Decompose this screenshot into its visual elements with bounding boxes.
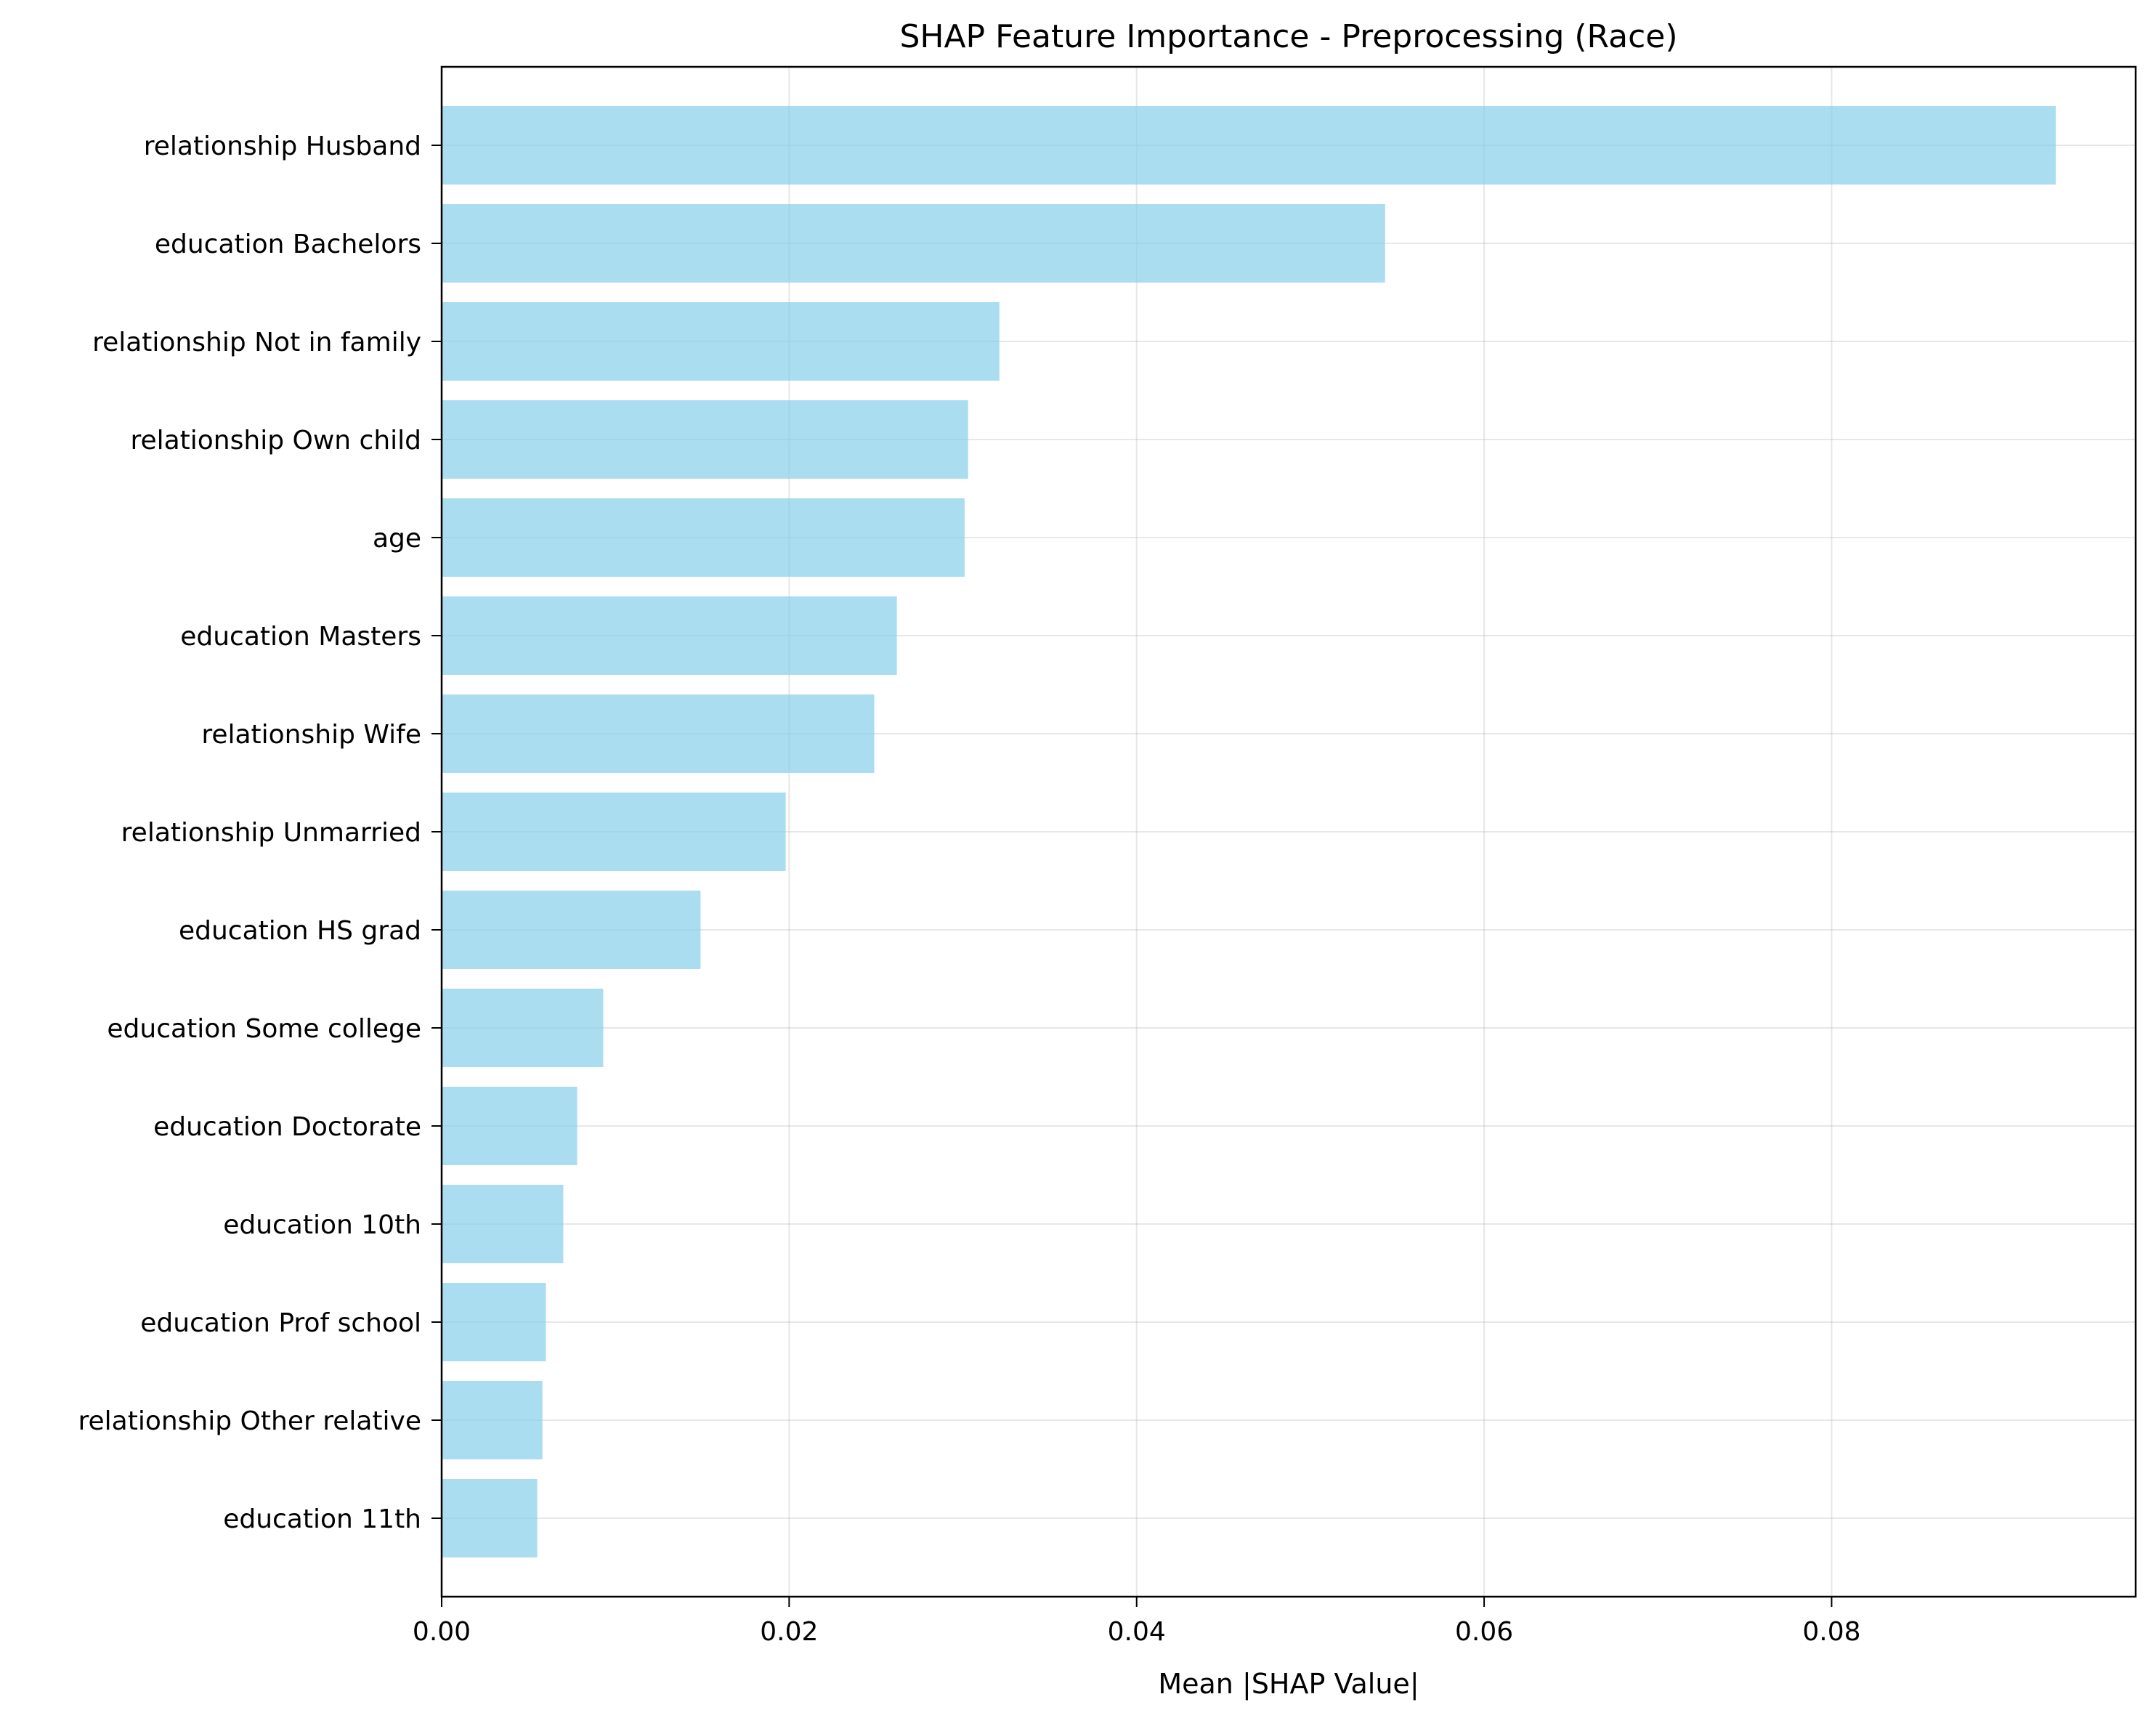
bar	[442, 498, 965, 577]
y-axis-ticks: relationship Husband education Bachelors r…	[78, 131, 442, 1534]
chart-title: SHAP Feature Importance - Preprocessing …	[899, 18, 1677, 55]
bar	[442, 1479, 538, 1557]
x-tick-label: 0.00	[413, 1617, 471, 1647]
y-tick-label: education 10th	[223, 1210, 421, 1240]
y-tick-label: education Doctorate	[153, 1112, 421, 1142]
x-axis-ticks: 0.00 0.02 0.04 0.06 0.08	[413, 1597, 1861, 1647]
y-tick-label: education Prof school	[140, 1308, 421, 1338]
y-tick-label: relationship Unmarried	[121, 818, 421, 848]
y-tick-label: relationship Wife	[201, 720, 421, 750]
bar	[442, 302, 1000, 381]
y-tick-label: education 11th	[223, 1504, 421, 1534]
bar	[442, 204, 1385, 283]
bar	[442, 400, 968, 479]
bar	[442, 1283, 546, 1361]
x-axis-label: Mean |SHAP Value|	[1158, 1668, 1419, 1701]
bar	[442, 106, 2056, 185]
y-tick-label: education Some college	[107, 1014, 421, 1044]
bars	[442, 106, 2056, 1557]
x-tick-label: 0.02	[760, 1617, 818, 1647]
y-tick-label: relationship Other relative	[78, 1406, 422, 1436]
bar	[442, 891, 701, 969]
bar	[442, 1185, 564, 1263]
y-tick-label: education HS grad	[179, 916, 421, 946]
y-tick-label: relationship Husband	[144, 131, 421, 161]
y-tick-label: relationship Own child	[130, 426, 421, 455]
x-tick-label: 0.04	[1108, 1617, 1166, 1647]
bar	[442, 989, 604, 1067]
bar	[442, 694, 875, 773]
bar	[442, 1381, 543, 1459]
y-tick-label: age	[373, 524, 421, 554]
bar	[442, 1087, 578, 1165]
bar	[442, 596, 897, 675]
x-tick-label: 0.08	[1802, 1617, 1860, 1647]
y-tick-label: education Masters	[180, 622, 421, 652]
bar	[442, 793, 786, 871]
y-tick-label: education Bachelors	[155, 230, 421, 259]
y-tick-label: relationship Not in family	[92, 328, 421, 357]
x-tick-label: 0.06	[1455, 1617, 1513, 1647]
